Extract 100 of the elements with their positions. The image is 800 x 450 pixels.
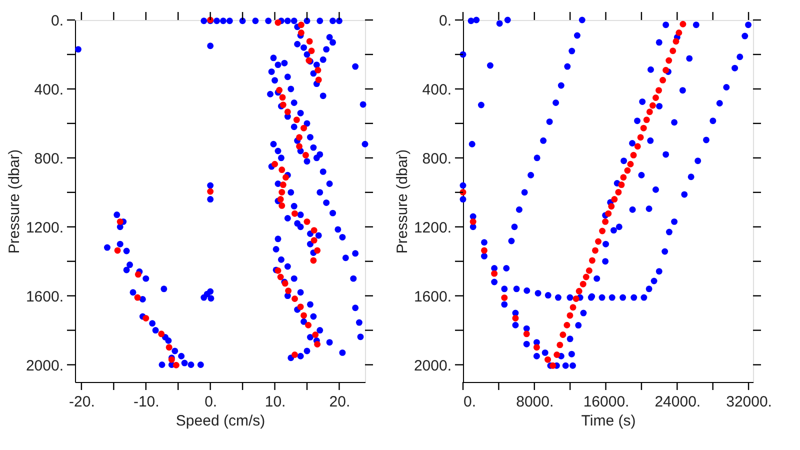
x-tick-label: 0. (204, 394, 218, 410)
point (586, 267, 592, 274)
point (672, 38, 680, 45)
point (305, 322, 312, 328)
point (207, 188, 214, 195)
point (314, 247, 321, 254)
x-tick-label: -20. (69, 394, 95, 410)
x-tick-label: 0. (464, 394, 476, 410)
point (302, 152, 309, 158)
point (292, 210, 298, 217)
point (296, 143, 303, 150)
point (634, 143, 641, 150)
point (640, 124, 647, 132)
point (308, 48, 315, 54)
y-axis-title: Pressure (dbar) (394, 149, 411, 254)
point (300, 124, 308, 132)
point (560, 332, 566, 338)
point (158, 330, 165, 338)
point (296, 134, 303, 141)
x-tick-label: -10. (133, 394, 160, 410)
point (670, 48, 676, 54)
point (544, 356, 552, 363)
point (292, 352, 298, 358)
point (285, 288, 292, 294)
point (580, 280, 586, 288)
point (314, 66, 322, 74)
point (533, 344, 540, 351)
point (582, 274, 590, 280)
x-tick-label: 20. (329, 394, 350, 410)
point (277, 196, 284, 203)
y-tick-label: 2000. (414, 357, 452, 374)
point (278, 188, 286, 196)
point (637, 134, 644, 141)
y-tick-label: 400. (34, 81, 64, 98)
x-tick-label: 10. (264, 394, 286, 410)
point (298, 30, 304, 36)
x-axis-title: Speed (cm/s) (176, 412, 266, 430)
point (611, 196, 618, 203)
point (491, 270, 498, 277)
y-tick-label: 0. (50, 12, 64, 30)
point (114, 247, 121, 254)
point (588, 257, 596, 264)
point (624, 167, 631, 174)
point (293, 116, 300, 124)
point (470, 218, 476, 225)
point (523, 330, 530, 338)
point (278, 166, 286, 174)
y-tick-label: 800. (34, 150, 64, 168)
point (566, 312, 574, 319)
point (166, 344, 172, 351)
point (662, 66, 670, 74)
point (570, 304, 576, 311)
point (649, 102, 656, 109)
point (501, 294, 508, 301)
x-axis-title: Time (s) (581, 412, 636, 430)
point (276, 86, 283, 94)
point (512, 314, 519, 322)
x-tick-label: 16000. (583, 394, 630, 410)
point (278, 202, 286, 209)
y-tick-label: 1600. (26, 288, 64, 306)
point (310, 237, 318, 244)
point (615, 188, 622, 196)
point (312, 332, 319, 338)
point (618, 182, 625, 188)
point (595, 238, 602, 245)
point (556, 342, 564, 348)
point (306, 38, 313, 45)
point (134, 271, 142, 278)
point (310, 257, 317, 264)
point (680, 20, 686, 28)
point (666, 57, 672, 64)
point (272, 160, 278, 168)
point (172, 362, 180, 368)
y-tick-label: 400. (422, 81, 452, 98)
point (134, 294, 141, 301)
y-tick-label: 800. (422, 150, 452, 168)
point (627, 160, 634, 168)
point (315, 76, 322, 84)
point (277, 274, 284, 280)
y-tick-label: 1200. (414, 219, 452, 236)
y-tick-label: 1600. (414, 288, 452, 306)
point (660, 76, 666, 84)
point (652, 94, 659, 101)
x-tick-label: 32000. (726, 394, 772, 410)
y-tick-label: 0. (438, 12, 452, 30)
point (676, 30, 682, 36)
point (310, 227, 318, 234)
y-tick-label: 1200. (26, 219, 64, 236)
point (274, 19, 282, 26)
point (298, 22, 304, 28)
point (605, 210, 612, 217)
point (620, 174, 627, 181)
point (284, 108, 291, 116)
point (292, 296, 298, 302)
point (282, 174, 289, 181)
point (554, 352, 560, 358)
point (279, 94, 286, 101)
x-tick-label: 24000. (654, 394, 701, 410)
point (576, 288, 582, 294)
point (592, 247, 598, 254)
